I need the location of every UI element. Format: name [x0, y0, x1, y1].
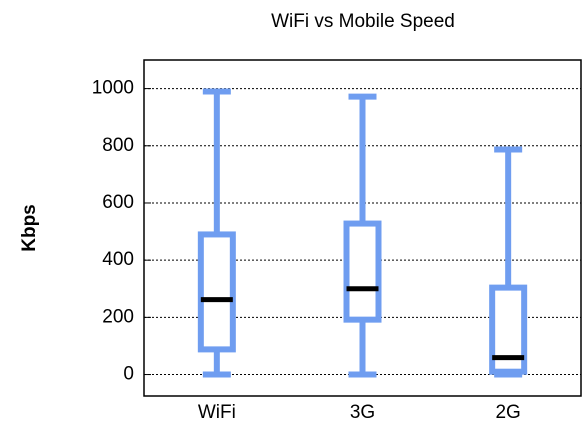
x-tick-label: 2G: [495, 402, 520, 423]
chart-title: WiFi vs Mobile Speed: [271, 11, 455, 32]
y-axis-label: Kbps: [19, 204, 40, 252]
y-tick-label: 800: [102, 135, 134, 156]
y-tick-label: 200: [102, 306, 134, 327]
y-tick-label: 0: [123, 364, 134, 385]
box: [197, 231, 236, 353]
plot-frame: [143, 59, 582, 397]
x-tick-label: 3G: [350, 402, 375, 423]
y-tick-label: 1000: [92, 78, 134, 99]
x-tick-label: WiFi: [198, 402, 236, 423]
box: [343, 220, 382, 323]
y-tick-label: 600: [102, 192, 134, 213]
y-tick-label: 400: [102, 249, 134, 270]
